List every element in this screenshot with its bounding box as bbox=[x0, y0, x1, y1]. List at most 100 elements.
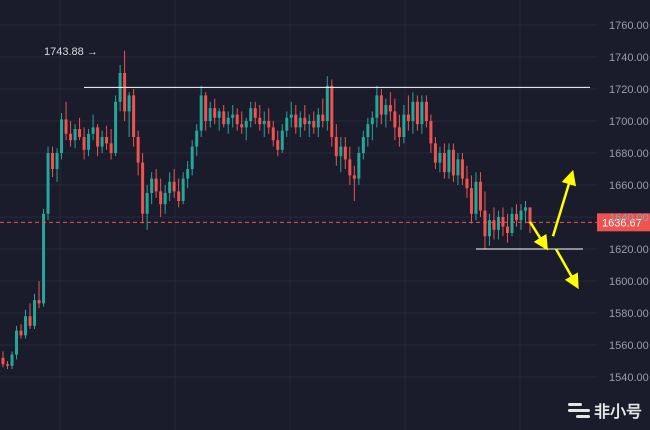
candle-body bbox=[105, 137, 109, 144]
candle bbox=[150, 172, 154, 205]
candle-body bbox=[492, 220, 496, 230]
candle-body bbox=[235, 114, 239, 125]
candle bbox=[204, 92, 208, 131]
candle-body bbox=[460, 159, 464, 179]
candle-body bbox=[474, 181, 478, 214]
candle-body bbox=[469, 188, 473, 214]
candle bbox=[280, 124, 284, 153]
candle-body bbox=[420, 101, 424, 125]
candle-body bbox=[325, 85, 329, 121]
projection-arrow-down bbox=[528, 221, 548, 251]
candle bbox=[186, 161, 190, 189]
candle bbox=[298, 111, 302, 137]
candle bbox=[523, 201, 527, 224]
candle-body bbox=[109, 143, 113, 153]
candle-body bbox=[271, 127, 275, 141]
candle-body bbox=[190, 146, 194, 169]
candle bbox=[213, 98, 217, 125]
y-tick-label: 1620.00 bbox=[609, 244, 649, 256]
candle-body bbox=[82, 137, 86, 150]
candle-body bbox=[37, 300, 41, 304]
candle bbox=[154, 169, 158, 198]
candle bbox=[478, 172, 482, 217]
candle bbox=[222, 105, 226, 128]
candle-body bbox=[294, 114, 298, 128]
candle bbox=[177, 178, 181, 208]
candle-body bbox=[303, 117, 307, 125]
candle bbox=[487, 213, 491, 246]
candle-body bbox=[42, 213, 46, 304]
candle bbox=[60, 113, 64, 160]
candle bbox=[262, 111, 266, 137]
candle-body bbox=[334, 137, 338, 157]
candle-body bbox=[253, 108, 257, 118]
candle bbox=[334, 124, 338, 166]
candle bbox=[294, 105, 298, 134]
candle-body bbox=[1, 357, 5, 365]
candle bbox=[397, 114, 401, 147]
candle-body bbox=[145, 193, 149, 214]
candle bbox=[258, 105, 262, 131]
candle-body bbox=[240, 124, 244, 128]
current-price-badge bbox=[597, 213, 650, 232]
candle bbox=[366, 117, 370, 147]
candle-body bbox=[501, 217, 505, 227]
candle-body bbox=[87, 133, 91, 150]
candle bbox=[483, 191, 487, 249]
candle bbox=[429, 114, 433, 153]
candle bbox=[226, 111, 230, 134]
candle bbox=[24, 309, 28, 339]
candle bbox=[370, 111, 374, 141]
candle bbox=[172, 169, 176, 198]
candle-body bbox=[168, 181, 172, 193]
candle bbox=[411, 92, 415, 134]
candle bbox=[357, 146, 361, 185]
candle bbox=[199, 85, 203, 137]
candle-body bbox=[19, 330, 23, 336]
candle bbox=[271, 121, 275, 147]
candle bbox=[235, 108, 239, 131]
candle-body bbox=[222, 111, 226, 125]
candle bbox=[514, 204, 518, 227]
candle-body bbox=[100, 137, 104, 147]
candle-body bbox=[451, 149, 455, 176]
candles bbox=[1, 50, 532, 369]
candle-body bbox=[73, 129, 77, 141]
candle-body bbox=[123, 73, 127, 112]
candle bbox=[510, 207, 514, 237]
candle bbox=[312, 111, 316, 134]
candle bbox=[388, 92, 392, 121]
candle bbox=[267, 108, 271, 134]
y-tick-label: 1640.00 bbox=[609, 212, 649, 224]
candle bbox=[73, 124, 77, 149]
y-tick-label: 1660.00 bbox=[609, 180, 649, 192]
candle bbox=[141, 153, 145, 224]
candle-body bbox=[519, 210, 523, 221]
candle-body bbox=[406, 114, 410, 121]
watermark-text: 非小号 bbox=[593, 402, 642, 421]
candle-body bbox=[316, 114, 320, 128]
candle-body bbox=[195, 130, 199, 147]
candle-body bbox=[523, 207, 527, 211]
candle bbox=[145, 185, 149, 230]
candle-body bbox=[33, 300, 37, 326]
y-tick-label: 1760.00 bbox=[609, 20, 649, 32]
high-marker-label: 1743.88 → bbox=[44, 46, 98, 58]
candle-body bbox=[361, 137, 365, 153]
candle bbox=[276, 130, 280, 157]
candle-body bbox=[384, 105, 388, 115]
candle-body bbox=[321, 114, 325, 121]
candle-body bbox=[262, 121, 266, 125]
candle bbox=[303, 105, 307, 131]
candle-body bbox=[298, 117, 302, 128]
candle-body bbox=[514, 213, 518, 221]
candle-body bbox=[114, 101, 118, 153]
candle bbox=[442, 143, 446, 179]
candle bbox=[217, 108, 221, 131]
candle bbox=[469, 175, 473, 224]
candle bbox=[492, 207, 496, 240]
candle-body bbox=[60, 119, 64, 153]
candle-body bbox=[442, 153, 446, 173]
candle bbox=[1, 351, 5, 368]
